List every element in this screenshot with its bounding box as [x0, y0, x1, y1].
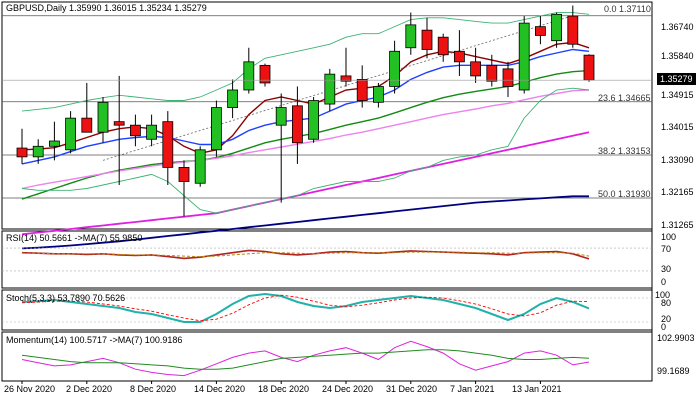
date-label: 26 Nov 2020 [4, 384, 56, 394]
price-pane-title: GBPUSD,Daily 1.35990 1.36015 1.35234 1.3… [6, 3, 207, 13]
fib-label: 0.0 1.37110 [604, 4, 651, 14]
candle-body [551, 13, 562, 42]
candle-body [49, 140, 60, 147]
stoch-tick: 20 [661, 314, 672, 324]
date-label: 13 Jan 2021 [512, 384, 562, 394]
candle-body [113, 121, 125, 126]
price-tick: 1.36740 [661, 22, 694, 32]
pane-frame [1, 1, 653, 230]
candle-body [97, 101, 109, 133]
symbol-label: GBPUSD,Daily [6, 3, 67, 13]
candle-body [583, 54, 595, 81]
rsi-pane-title: RSI(14) 50.5661 ->MA(7) 55.9850 [6, 233, 143, 243]
candle-body [308, 100, 320, 140]
date-label: 2 Dec 2020 [66, 384, 113, 394]
moving-average-line [21, 41, 590, 155]
moving-average-line [21, 12, 590, 112]
price-tick: 1.34015 [661, 122, 694, 132]
candle-body [32, 145, 44, 158]
momentum-tick: 102.9903 [657, 333, 695, 343]
stoch-d-line [21, 294, 590, 322]
stoch-tick: 80 [661, 298, 672, 308]
candle-body [162, 121, 174, 168]
candle-body [16, 147, 28, 158]
momentum-tick: 99.1689 [657, 366, 690, 376]
stoch-tick: 0 [661, 322, 667, 332]
date-label: 31 Dec 2020 [386, 384, 438, 394]
trend-line [102, 15, 573, 161]
candle-body [65, 117, 76, 151]
momentum-line [21, 340, 590, 377]
candle-body [243, 61, 255, 91]
pane-frame [1, 331, 653, 382]
candle-body [178, 167, 190, 182]
moving-average-line [21, 131, 590, 236]
momentum-pane-title: Momentum(14) 100.5717 ->MA(7) 100.9186 [6, 335, 183, 345]
date-label: 8 Dec 2020 [130, 384, 177, 394]
candle-body [567, 15, 579, 45]
fib-label: 50.0 1.31930 [598, 189, 651, 199]
candle-body [146, 124, 158, 140]
rsi-tick: 0 [661, 277, 667, 287]
last-price-tag: 1.35279 [657, 73, 696, 85]
fib-label: 38.2 1.33153 [598, 146, 651, 156]
stoch-k-line [21, 292, 590, 323]
ohlc-high: 1.36015 [104, 3, 137, 13]
candle-body [340, 75, 352, 82]
candle-body [405, 24, 417, 49]
candle-body [535, 26, 546, 36]
date-label: 18 Dec 2020 [258, 384, 310, 394]
price-tick: 1.33090 [661, 155, 694, 165]
moving-average-line [21, 195, 589, 250]
price-tick: 1.34915 [661, 90, 694, 100]
pane-frame [1, 289, 653, 331]
rsi-tick: 70 [661, 244, 672, 254]
candle-body [502, 68, 514, 87]
candle-body [356, 79, 368, 101]
candle-body [227, 89, 239, 108]
pane-frame [1, 230, 653, 289]
stoch-pane-title: Stoch(5,3,3) 53.7890 70.5626 [6, 293, 126, 303]
date-label: 24 Dec 2020 [322, 384, 374, 394]
rsi-tick: 100 [661, 232, 677, 242]
candle-body [437, 36, 449, 56]
candle-body [453, 50, 465, 63]
price-tick: 1.31265 [661, 220, 694, 230]
candle-body [291, 105, 303, 144]
candle-body [486, 64, 498, 82]
ohlc-close: 1.35279 [174, 3, 207, 13]
candle-body [129, 124, 141, 137]
date-label: 14 Dec 2020 [194, 384, 246, 394]
candle-body [421, 29, 433, 50]
candle-body [518, 22, 530, 91]
candle-body [389, 50, 401, 87]
candle-body [259, 64, 271, 84]
candle-body [372, 86, 384, 103]
price-tick: 1.35840 [661, 51, 694, 61]
stoch-tick: 100 [655, 290, 671, 300]
rsi-line [21, 249, 590, 260]
ohlc-low: 1.35234 [139, 3, 172, 13]
candle-body [275, 107, 287, 126]
candle-body [470, 61, 482, 77]
fib-label: 23.6 1.34665 [598, 93, 651, 103]
momentum-ma-line [21, 349, 590, 370]
candle-body [81, 117, 93, 133]
candle-body [324, 73, 336, 105]
candle-body [194, 149, 206, 184]
ohlc-open: 1.35990 [69, 3, 102, 13]
rsi-tick: 30 [661, 264, 672, 274]
date-label: 7 Jan 2021 [450, 384, 495, 394]
moving-average-line [21, 89, 590, 190]
moving-average-line [21, 87, 590, 214]
price-tick: 1.32165 [661, 187, 694, 197]
candle-body [210, 107, 222, 151]
rsi-ma-line [22, 251, 590, 258]
